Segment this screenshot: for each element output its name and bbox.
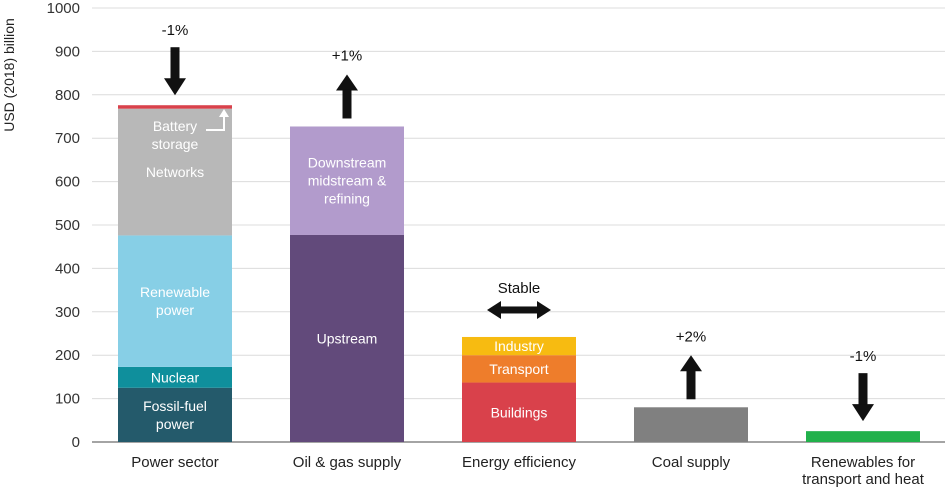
y-tick-label: 300: [55, 304, 80, 321]
x-category-label: transport and heat: [802, 471, 925, 488]
y-tick-label: 100: [55, 391, 80, 408]
y-tick-label: 1000: [47, 0, 80, 17]
change-annotations: -1% +1% Stable +2% -1%: [162, 22, 877, 422]
callout-label: storage: [152, 136, 199, 152]
up-arrow-head: [336, 74, 358, 91]
bar-stack: Upstream Downstream midstream & refining: [290, 126, 404, 442]
segment-label: Networks: [146, 164, 204, 180]
callout-connector: [206, 115, 225, 131]
segment-label: midstream &: [308, 173, 387, 189]
bar-segment: [290, 126, 404, 235]
bar-segment: [462, 336, 576, 356]
change-label: +1%: [332, 47, 362, 64]
segment-label: Buildings: [491, 404, 548, 420]
y-tick-label: 600: [55, 174, 80, 191]
bar-stack: [634, 407, 748, 442]
bar-segment: [118, 235, 232, 367]
x-category-label: Power sector: [131, 454, 219, 471]
segment-label: Downstream: [308, 155, 387, 171]
y-tick-label: 400: [55, 260, 80, 277]
double-arrow-right-head: [537, 300, 551, 319]
callout-arrowhead: [219, 109, 229, 117]
bar-stack: Buildings Transport Industry: [462, 336, 576, 442]
change-annotation: -1%: [162, 22, 189, 96]
down-arrow-shaft: [170, 47, 180, 80]
y-axis-ticks: 0 100 200 300 400 500 600 700 800 900 1000: [47, 0, 80, 451]
down-arrow-shaft: [858, 373, 868, 406]
change-label: -1%: [850, 348, 877, 365]
change-annotation: +1%: [332, 47, 362, 119]
segment-label: Industry: [494, 338, 544, 354]
segment-label: refining: [324, 191, 370, 207]
y-tick-label: 800: [55, 87, 80, 104]
change-label: +2%: [676, 328, 706, 345]
change-label: Stable: [498, 280, 541, 297]
double-arrow-left-head: [487, 300, 501, 319]
segment-label: power: [156, 302, 194, 318]
callout-label: Battery: [153, 118, 197, 134]
y-axis-label: USD (2018) billion: [1, 18, 17, 132]
bar-segment: [118, 105, 232, 109]
x-category-label: Oil & gas supply: [293, 454, 402, 471]
y-tick-label: 500: [55, 217, 80, 234]
bar-segment: [290, 234, 404, 442]
x-category-label: Coal supply: [652, 454, 731, 471]
change-annotation: Stable: [487, 280, 551, 319]
segment-label: Nuclear: [151, 369, 200, 385]
segment-label: Upstream: [317, 330, 378, 346]
gridlines: [92, 7, 945, 443]
y-tick-label: 0: [72, 434, 80, 451]
bar-segment: [634, 407, 748, 442]
change-annotation: -1%: [850, 348, 877, 422]
bar-segment: [118, 366, 232, 388]
x-axis-labels: Power sector Oil & gas supply Energy effic…: [131, 454, 924, 488]
down-arrow-head: [164, 78, 186, 96]
y-tick-label: 200: [55, 347, 80, 364]
segment-label: Fossil-fuel: [143, 398, 207, 414]
segment-label: power: [156, 416, 194, 432]
change-annotation: +2%: [676, 328, 706, 400]
up-arrow-shaft: [686, 370, 696, 400]
bar-segment: [118, 387, 232, 442]
double-arrow-shaft: [501, 306, 537, 314]
change-label: -1%: [162, 22, 189, 39]
up-arrow-shaft: [342, 89, 352, 119]
y-tick-label: 700: [55, 130, 80, 147]
bar-stack: [806, 431, 920, 442]
bars: Fossil-fuel power Nuclear Renewable power Net…: [118, 105, 920, 442]
x-category-label: Energy efficiency: [462, 454, 576, 471]
y-tick-label: 900: [55, 43, 80, 60]
segment-label: Transport: [489, 361, 549, 377]
segment-label: Renewable: [140, 284, 210, 300]
bar-segment: [462, 355, 576, 383]
up-arrow-head: [680, 355, 702, 372]
bar-segment: [462, 382, 576, 442]
bar-segment: [806, 431, 920, 442]
x-category-label: Renewables for: [811, 454, 915, 471]
bar-stack: Fossil-fuel power Nuclear Renewable power Net…: [118, 105, 232, 442]
down-arrow-head: [852, 404, 874, 422]
